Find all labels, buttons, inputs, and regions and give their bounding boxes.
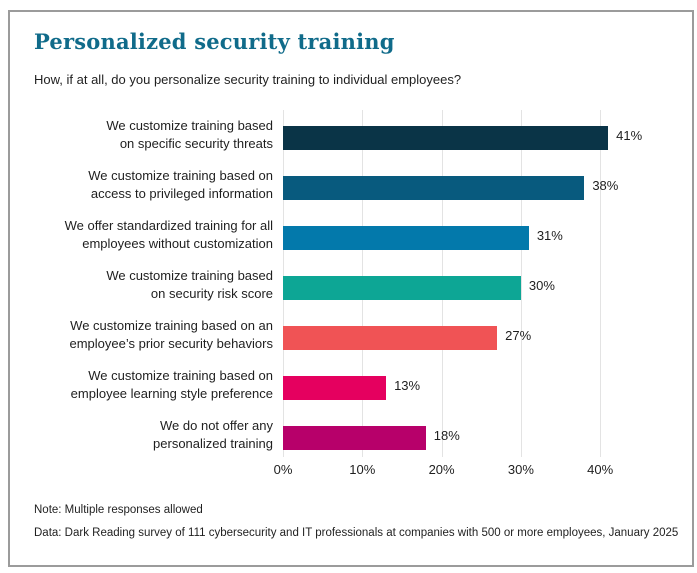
bar-value-label: 31% xyxy=(536,227,563,243)
bar-category-label-line: access to privileged information xyxy=(90,186,273,201)
bar xyxy=(283,176,585,200)
bar xyxy=(283,376,387,400)
bar-category-label-line: We customize training based on xyxy=(88,168,273,183)
bar-category-label-line: on security risk score xyxy=(150,286,273,301)
bar xyxy=(283,226,529,250)
x-axis-tick-label: 40% xyxy=(587,462,614,477)
bar-category-label-line: We customize training based xyxy=(106,118,273,133)
x-axis-tick-label: 0% xyxy=(273,462,293,477)
source-text: Data: Dark Reading survey of 111 cyberse… xyxy=(34,527,679,539)
x-axis-tick-label: 30% xyxy=(507,462,534,477)
bar-value-label: 41% xyxy=(616,127,643,143)
bar-category-label-line: We offer standardized training for all xyxy=(64,218,273,233)
bar-value-label: 18% xyxy=(433,427,460,443)
bar-value-label: 38% xyxy=(592,177,619,193)
bar-category-label-line: We customize training based xyxy=(106,268,273,283)
bar-value-label: 30% xyxy=(528,277,555,293)
bar-category-label-line: We customize training based on xyxy=(88,368,273,383)
bar-value-label: 13% xyxy=(394,377,421,393)
bar xyxy=(283,326,498,350)
bar xyxy=(283,126,609,150)
bar-category-label: We customize training based on specific s… xyxy=(10,110,273,160)
x-axis-tick-label: 20% xyxy=(428,462,455,477)
bar-category-label-line: personalized training xyxy=(153,436,273,451)
chart-subtitle: How, if at all, do you personalize secur… xyxy=(34,72,462,87)
page-title: Personalized security training xyxy=(34,29,395,54)
bar-value-label: 27% xyxy=(505,327,532,343)
note-text: Note: Multiple responses allowed xyxy=(34,504,203,516)
bar-category-label: We customize training based on access to … xyxy=(10,160,273,210)
bar-category-label: We customize training based on security r… xyxy=(10,260,273,310)
bar-category-label-line: employees without customization xyxy=(82,236,273,251)
bar-category-label-line: employee learning style preference xyxy=(70,386,273,401)
bar xyxy=(283,276,521,300)
gridline xyxy=(600,110,602,457)
bar-category-label-line: We do not offer any xyxy=(160,418,273,433)
bar xyxy=(283,426,426,450)
bar-category-label: We offer standardized training for all em… xyxy=(10,210,273,260)
x-axis-tick-label: 10% xyxy=(349,462,376,477)
gridline xyxy=(520,110,522,457)
bar-category-label: We customize training based on employee l… xyxy=(10,360,273,410)
chart-card: Personalized security training How, if a… xyxy=(8,10,694,567)
bar-category-label: We customize training based on an employe… xyxy=(10,310,273,360)
bar-category-label: We do not offer any personalized training xyxy=(10,410,273,460)
bar-chart: 0% 10% 20% 30% 40% We customize training base… xyxy=(10,110,692,492)
bar-category-label-line: on specific security threats xyxy=(119,136,273,151)
bar-category-label-line: We customize training based on an xyxy=(70,318,273,333)
bar-category-label-line: employee’s prior security behaviors xyxy=(69,336,273,351)
